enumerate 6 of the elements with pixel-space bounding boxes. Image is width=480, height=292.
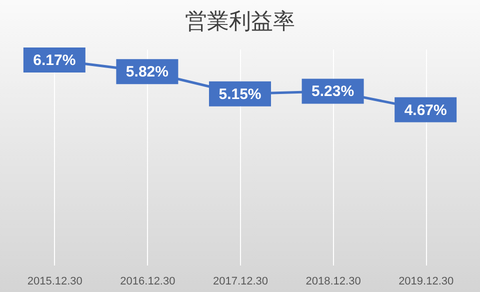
x-tick-label: 2018.12.30 (306, 276, 361, 288)
x-tick-label: 2015.12.30 (27, 276, 82, 288)
chart-title: 営業利益率 (185, 9, 295, 34)
x-tick-label: 2016.12.30 (120, 276, 176, 288)
x-tick-label: 2019.12.30 (398, 276, 454, 288)
x-tick-label: 2017.12.30 (212, 276, 268, 288)
